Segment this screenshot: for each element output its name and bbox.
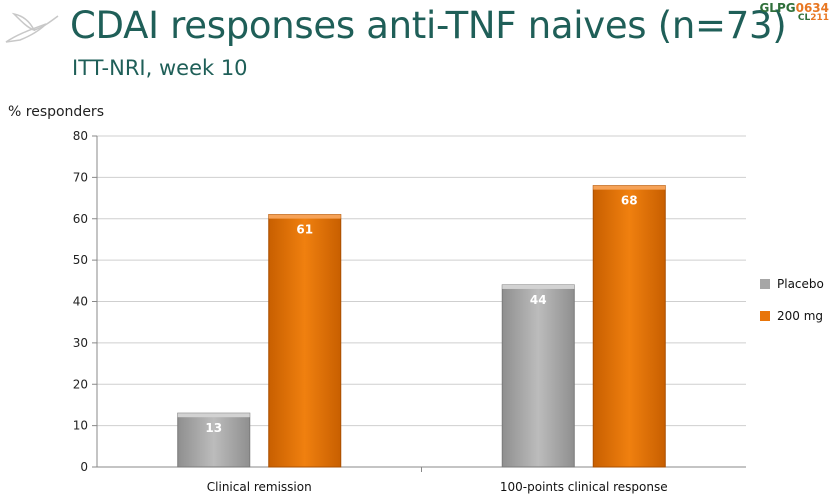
y-tick-label: 20 [73, 377, 88, 391]
y-tick-label: 30 [73, 336, 88, 350]
data-label: 61 [296, 223, 313, 237]
labels: Clinical remission 13 61 100-points clinica… [205, 194, 667, 494]
legend-swatch-200mg [760, 311, 770, 321]
bar-top-highlight [268, 214, 341, 219]
bar-placebo [501, 284, 575, 468]
bars [177, 185, 666, 468]
bird-logo-icon [5, 12, 59, 43]
y-axis-title: % responders [8, 104, 104, 120]
brand-line1-number: 0634 [795, 1, 829, 15]
legend-label-200mg: 200 mg [777, 309, 824, 323]
legend: Placebo 200 mg [760, 276, 824, 340]
legend-label-placebo: Placebo [777, 277, 824, 291]
bar-200mg [268, 214, 342, 468]
legend-swatch-placebo [760, 279, 770, 289]
y-tick-label: 60 [73, 212, 88, 226]
bar-top-highlight [502, 284, 575, 289]
y-tick-label: 80 [73, 129, 88, 143]
slide-subtitle: ITT-NRI, week 10 [72, 56, 248, 80]
legend-item-200mg: 200 mg [760, 308, 824, 324]
y-tick-label: 0 [80, 460, 88, 474]
brand-line1-prefix: GLPG [759, 1, 796, 15]
data-label: 68 [621, 194, 638, 208]
y-tick-label: 50 [73, 253, 88, 267]
y-tick-label: 70 [73, 170, 88, 184]
x-category-label: 100-points clinical response [500, 480, 668, 494]
brand-logo: GLPG0634 CL211 [759, 2, 829, 23]
bar-top-highlight [593, 185, 666, 190]
y-tick-label: 10 [73, 419, 88, 433]
y-tick-label: 40 [73, 295, 88, 309]
bar-200mg [592, 185, 666, 468]
data-label: 44 [530, 293, 547, 307]
bar-placebo [177, 412, 251, 468]
brand-line2-prefix: CL [797, 13, 811, 23]
x-category-label: Clinical remission [207, 480, 312, 494]
legend-item-placebo: Placebo [760, 276, 824, 292]
slide-title: CDAI responses anti-TNF naives (n=73) [70, 4, 787, 47]
bar-top-highlight [177, 413, 250, 418]
data-label: 13 [205, 421, 222, 435]
brand-line2-number: 211 [810, 13, 829, 23]
